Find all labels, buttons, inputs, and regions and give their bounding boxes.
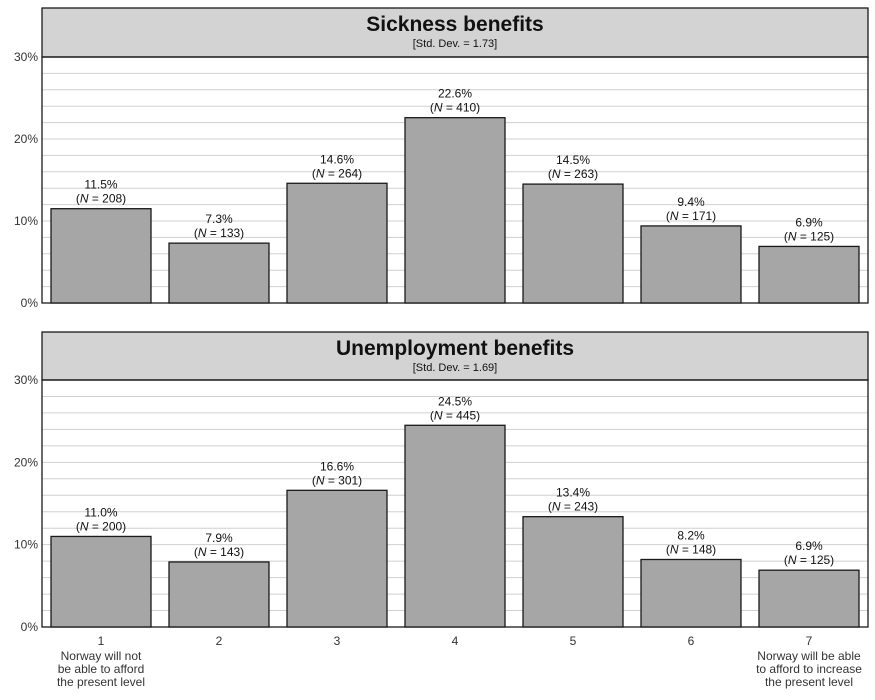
bar-7 — [758, 245, 860, 304]
bar-3 — [286, 182, 388, 304]
bar-n-label: (N = 410) — [430, 101, 480, 115]
bar-2 — [168, 242, 270, 304]
x-tick-label: 3 — [334, 634, 341, 648]
x-tick-label: 7 — [806, 634, 813, 648]
bar-2 — [168, 561, 270, 628]
y-tick-label: 20% — [14, 132, 38, 146]
bar-n-label: (N = 200) — [76, 519, 126, 533]
bar-6 — [640, 558, 742, 628]
bar-value-label: 6.9% — [795, 215, 823, 229]
x-tick-label: 2 — [216, 634, 223, 648]
bar-6 — [640, 225, 742, 304]
bar-n-label: (N = 208) — [76, 192, 126, 206]
chart-panel-2: Unemployment benefits [Std. Dev. = 1.69] 0… — [14, 331, 869, 634]
y-tick-label: 30% — [14, 50, 38, 64]
bar-value-label: 7.3% — [205, 212, 233, 226]
bar-n-label: (N = 125) — [784, 229, 834, 243]
y-tick-label: 10% — [14, 214, 38, 228]
bar-value-label: 8.2% — [677, 528, 705, 542]
bar-5 — [522, 516, 624, 628]
bar-4 — [404, 424, 506, 628]
panel-title: Unemployment benefits — [336, 337, 574, 360]
bar-4 — [404, 117, 506, 304]
bar-5 — [522, 183, 624, 304]
bar-value-label: 11.5% — [84, 178, 117, 192]
x-tick-label: 1 — [98, 634, 105, 648]
x-category-note: Norway will be able — [757, 649, 861, 663]
bar-1 — [50, 208, 152, 304]
bar-n-label: (N = 243) — [548, 500, 598, 514]
bar-value-label: 6.9% — [795, 539, 823, 553]
y-tick-label: 10% — [14, 538, 38, 552]
panel-subtitle: [Std. Dev. = 1.73] — [413, 38, 497, 50]
bar-value-label: 22.6% — [438, 87, 472, 101]
x-tick-label: 4 — [452, 634, 459, 648]
y-tick-label: 0% — [21, 296, 39, 310]
y-tick-label: 20% — [14, 455, 38, 469]
bar-n-label: (N = 143) — [194, 545, 244, 559]
bar-3 — [286, 489, 388, 628]
bar-value-label: 14.5% — [556, 153, 590, 167]
x-category-note: the present level — [765, 675, 853, 689]
bar-value-label: 16.6% — [320, 459, 354, 473]
x-tick-label: 5 — [570, 634, 577, 648]
bar-7 — [758, 569, 860, 628]
y-tick-label: 30% — [14, 373, 38, 387]
bar-n-label: (N = 263) — [548, 167, 598, 181]
bar-value-label: 14.6% — [320, 152, 354, 166]
bar-value-label: 13.4% — [556, 486, 590, 500]
x-category-note: to afford to increase — [756, 662, 862, 676]
bar-value-label: 7.9% — [205, 531, 233, 545]
bar-value-label: 9.4% — [677, 195, 705, 209]
bar-n-label: (N = 133) — [194, 226, 244, 240]
panel-subtitle: [Std. Dev. = 1.69] — [413, 362, 497, 374]
x-tick-label: 6 — [688, 634, 695, 648]
bar-value-label: 11.0% — [84, 505, 117, 519]
x-category-note: the present level — [57, 675, 145, 689]
x-category-note: be able to afford — [58, 662, 145, 676]
chart-panel-1: Sickness benefits [Std. Dev. = 1.73] 0% 10%… — [14, 7, 869, 310]
bar-n-label: (N = 148) — [666, 542, 716, 556]
bar-n-label: (N = 445) — [430, 408, 480, 422]
y-tick-label: 0% — [21, 620, 39, 634]
panel-header — [41, 7, 869, 58]
bar-n-label: (N = 301) — [312, 473, 362, 487]
bar-n-label: (N = 125) — [784, 553, 834, 567]
bar-1 — [50, 535, 152, 628]
x-category-note: Norway will not — [61, 649, 142, 663]
bar-n-label: (N = 264) — [312, 166, 362, 180]
panel-title: Sickness benefits — [366, 13, 543, 36]
bar-value-label: 24.5% — [438, 394, 472, 408]
bar-n-label: (N = 171) — [666, 209, 716, 223]
